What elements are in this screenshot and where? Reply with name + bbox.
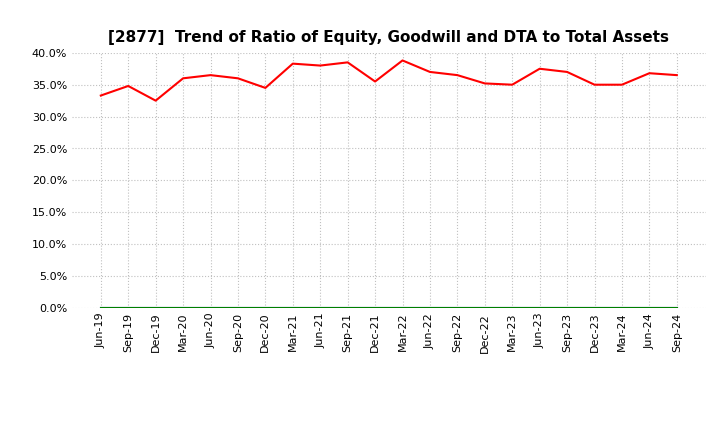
Equity (179, 76, 187, 81)
Goodwill (536, 305, 544, 311)
Deferred Tax Assets (179, 305, 187, 311)
Equity (480, 81, 489, 86)
Goodwill (480, 305, 489, 311)
Goodwill (426, 305, 434, 311)
Equity (233, 76, 242, 81)
Goodwill (96, 305, 105, 311)
Equity (316, 63, 325, 68)
Deferred Tax Assets (124, 305, 132, 311)
Deferred Tax Assets (206, 305, 215, 311)
Deferred Tax Assets (398, 305, 407, 311)
Goodwill (233, 305, 242, 311)
Goodwill (590, 305, 599, 311)
Equity (672, 73, 681, 78)
Deferred Tax Assets (371, 305, 379, 311)
Goodwill (261, 305, 270, 311)
Deferred Tax Assets (96, 305, 105, 311)
Deferred Tax Assets (316, 305, 325, 311)
Deferred Tax Assets (480, 305, 489, 311)
Goodwill (618, 305, 626, 311)
Title: [2877]  Trend of Ratio of Equity, Goodwill and DTA to Total Assets: [2877] Trend of Ratio of Equity, Goodwil… (108, 29, 670, 45)
Goodwill (453, 305, 462, 311)
Goodwill (179, 305, 187, 311)
Equity (426, 69, 434, 74)
Goodwill (124, 305, 132, 311)
Equity (453, 73, 462, 78)
Goodwill (672, 305, 681, 311)
Deferred Tax Assets (233, 305, 242, 311)
Equity (261, 85, 270, 91)
Equity (96, 93, 105, 98)
Deferred Tax Assets (508, 305, 516, 311)
Equity (206, 73, 215, 78)
Deferred Tax Assets (289, 305, 297, 311)
Goodwill (316, 305, 325, 311)
Equity (343, 60, 352, 65)
Deferred Tax Assets (563, 305, 572, 311)
Deferred Tax Assets (426, 305, 434, 311)
Deferred Tax Assets (536, 305, 544, 311)
Line: Equity: Equity (101, 60, 677, 101)
Equity (371, 79, 379, 84)
Goodwill (371, 305, 379, 311)
Deferred Tax Assets (261, 305, 270, 311)
Goodwill (645, 305, 654, 311)
Equity (618, 82, 626, 87)
Equity (151, 98, 160, 103)
Deferred Tax Assets (590, 305, 599, 311)
Deferred Tax Assets (151, 305, 160, 311)
Deferred Tax Assets (645, 305, 654, 311)
Deferred Tax Assets (672, 305, 681, 311)
Goodwill (151, 305, 160, 311)
Equity (563, 69, 572, 74)
Deferred Tax Assets (618, 305, 626, 311)
Goodwill (289, 305, 297, 311)
Goodwill (508, 305, 516, 311)
Goodwill (343, 305, 352, 311)
Deferred Tax Assets (453, 305, 462, 311)
Deferred Tax Assets (343, 305, 352, 311)
Equity (590, 82, 599, 87)
Goodwill (563, 305, 572, 311)
Goodwill (206, 305, 215, 311)
Equity (289, 61, 297, 66)
Equity (124, 83, 132, 88)
Goodwill (398, 305, 407, 311)
Equity (645, 70, 654, 76)
Equity (508, 82, 516, 87)
Equity (536, 66, 544, 71)
Equity (398, 58, 407, 63)
